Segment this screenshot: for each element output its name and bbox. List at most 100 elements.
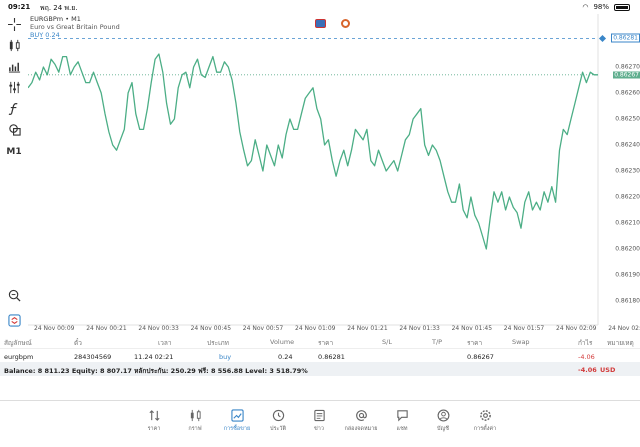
cell-symbol: eurgbpm	[4, 353, 34, 361]
column-header[interactable]: ราคา	[467, 339, 483, 347]
news-icon	[313, 409, 325, 422]
price-tick-label: 0.86260	[615, 89, 640, 97]
price-tick-label: 0.86240	[615, 141, 640, 149]
cell-volume: 0.24	[278, 353, 293, 361]
nav-label: แชท	[396, 426, 408, 432]
bottom-nav: ราคา กราฟ การซื้อขาย ประวัติ ข่าว กล่องจ…	[0, 400, 640, 447]
nav-label: ประวัติ	[269, 426, 287, 432]
nav-label: ข่าว	[314, 426, 324, 432]
balance-summary: Balance: 8 811.23 Equity: 8 807.17 หลักป…	[4, 367, 308, 375]
column-header[interactable]: สัญลักษณ์	[4, 339, 32, 347]
nav-account[interactable]: บัญชี	[423, 409, 463, 433]
balance-row: Balance: 8 811.23 Equity: 8 807.17 หลักป…	[0, 362, 640, 376]
nav-label: บัญชี	[437, 426, 449, 432]
zoom-icon[interactable]	[5, 287, 23, 303]
status-date: พฤ. 24 พ.ย.	[40, 4, 78, 12]
time-tick-label: 24 Nov 00:21	[86, 325, 127, 332]
nav-label: กราฟ	[188, 426, 202, 432]
nav-settings[interactable]: การตั้งค่า	[465, 409, 505, 433]
price-chart[interactable]: EURGBPm • M1 Euro vs Great Britain Pound…	[28, 14, 640, 332]
time-tick-label: 24 Nov 01:45	[451, 325, 493, 332]
price-tick-label: 0.86230	[615, 167, 640, 175]
chart-description: Euro vs Great Britain Pound	[30, 23, 120, 31]
candles-icon	[190, 409, 201, 422]
time-axis: 24 Nov 00:09 24 Nov 00:21 24 Nov 00:33 24 N…	[28, 325, 640, 335]
chart-canvas	[28, 14, 599, 326]
status-bar: 09:21 พฤ. 24 พ.ย. ◠ 98%	[0, 0, 640, 14]
history-clock-icon	[272, 409, 284, 422]
indicators-icon[interactable]	[5, 58, 23, 74]
nav-label: ราคา	[147, 426, 161, 432]
column-header[interactable]: S/L	[382, 338, 392, 346]
column-header[interactable]: เวลา	[158, 339, 172, 347]
account-icon	[437, 409, 449, 422]
chart-frame	[28, 14, 599, 326]
settings-sliders-icon[interactable]	[5, 79, 23, 95]
cell-ticket: 284304569	[74, 353, 112, 361]
price-tick-label: 0.86250	[615, 115, 640, 123]
chart-toolbar: M1	[0, 14, 28, 332]
one-click-trading-icon[interactable]	[5, 312, 23, 328]
at-sign-icon	[355, 410, 367, 421]
column-header[interactable]: ประเภท	[207, 339, 229, 347]
nav-mailbox[interactable]: กล่องจดหมาย	[341, 409, 381, 433]
price-tick-label: 0.86220	[615, 193, 640, 201]
nav-trade[interactable]: การซื้อขาย	[217, 409, 257, 433]
buy-price-tag: 0.86281	[611, 33, 640, 43]
time-tick-label: 24 Nov 01:21	[347, 325, 388, 332]
market-depth-icon[interactable]	[341, 19, 350, 28]
bid-price-tag: 0.86267	[613, 71, 640, 79]
column-header[interactable]: T/P	[432, 338, 443, 346]
time-tick-label: 24 Nov 01:09	[295, 325, 336, 332]
nav-label: การตั้งค่า	[473, 426, 497, 432]
column-header[interactable]: หมายเหตุ	[607, 339, 634, 347]
time-tick-label: 24 Nov 01:33	[399, 325, 440, 332]
price-tick-label: 0.86180	[615, 297, 640, 305]
price-tick-label: 0.86190	[615, 271, 640, 279]
column-header[interactable]: กำไร	[578, 339, 593, 347]
timeframe-button[interactable]: M1	[6, 147, 22, 157]
trade-table: สัญลักษณ์ ตั๋ว เวลา ประเภท Volume ราคา S/L T/P ร…	[0, 334, 640, 376]
crosshair-icon[interactable]	[5, 16, 23, 32]
price-tick-label: 0.86270	[615, 63, 640, 71]
arrows-updown-icon	[148, 410, 160, 421]
column-header[interactable]: ตั๋ว	[74, 339, 82, 347]
column-header[interactable]: Swap	[512, 338, 530, 346]
time-tick-label: 24 Nov 01:57	[503, 325, 545, 332]
cell-current-price: 0.86267	[467, 353, 494, 361]
time-tick-label: 24 Nov 02:09	[556, 325, 597, 332]
table-row[interactable]: eurgbpm 284304569 11.24 02:21 buy 0.24 0…	[0, 348, 640, 362]
nav-charts[interactable]: กราฟ	[175, 409, 215, 433]
time-tick-label: 24 Nov 00:45	[190, 325, 232, 332]
cell-type: buy	[219, 353, 232, 361]
time-tick-label: 24 Nov 02:2	[608, 325, 640, 332]
price-tick-label: 0.86210	[615, 219, 640, 227]
battery-percent: 98%	[593, 3, 609, 11]
status-right: ◠ 98%	[582, 3, 630, 11]
chat-bubble-icon	[396, 410, 408, 422]
column-header[interactable]: ราคา	[318, 339, 334, 347]
function-icon[interactable]	[5, 100, 23, 116]
nav-chat[interactable]: แชท	[382, 409, 422, 433]
time-tick-label: 24 Nov 00:33	[138, 325, 179, 332]
trade-panel-icon[interactable]	[315, 19, 326, 28]
cell-open-price: 0.86281	[318, 353, 345, 361]
time-tick-label: 24 Nov 00:57	[242, 325, 284, 332]
nav-label: กล่องจดหมาย	[344, 426, 378, 432]
table-header: สัญลักษณ์ ตั๋ว เวลา ประเภท Volume ราคา S/L T/P ร…	[0, 334, 640, 348]
column-header[interactable]: Volume	[270, 338, 295, 346]
chart-header: EURGBPm • M1 Euro vs Great Britain Pound…	[30, 15, 120, 39]
nav-news[interactable]: ข่าว	[299, 409, 339, 433]
cell-time: 11.24 02:21	[134, 353, 174, 361]
balance-currency: USD	[600, 366, 616, 374]
candles-type-icon[interactable]	[5, 37, 23, 53]
trade-chart-icon	[230, 409, 244, 422]
balance-profit: -4.06	[578, 366, 597, 374]
time-tick-label: 24 Nov 00:09	[34, 325, 75, 332]
nav-history[interactable]: ประวัติ	[258, 409, 298, 433]
nav-quotes[interactable]: ราคา	[134, 409, 174, 433]
price-tick-label: 0.86200	[615, 245, 640, 253]
objects-icon[interactable]	[5, 121, 23, 137]
wifi-icon: ◠	[582, 3, 589, 11]
battery-icon	[614, 3, 630, 11]
